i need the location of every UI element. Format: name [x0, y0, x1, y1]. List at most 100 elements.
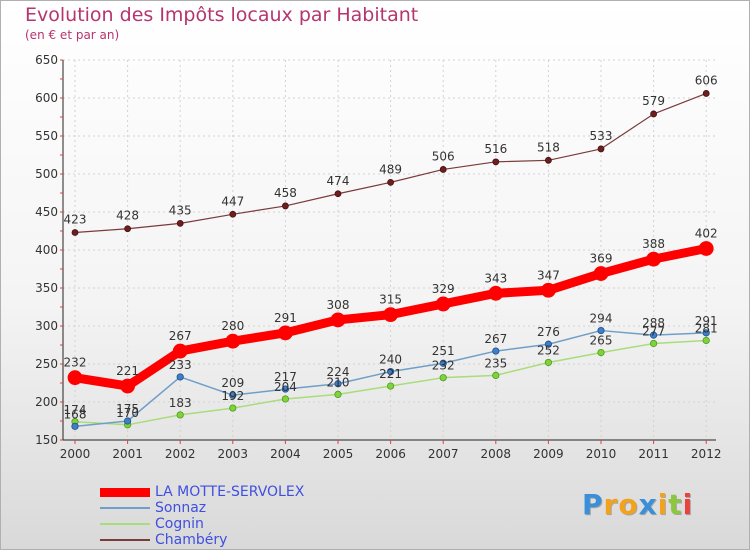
data-point-chamb-ry [702, 90, 710, 97]
data-point-sonnaz [334, 380, 342, 388]
data-point-la-motte-servolex [330, 312, 346, 328]
logo-letter: o [618, 488, 639, 521]
data-label-cognin: 183 [169, 396, 192, 410]
data-point-cognin [597, 348, 605, 357]
data-point-cognin [702, 336, 710, 345]
data-point-sonnaz [281, 385, 289, 393]
data-label-chamb-ry: 518 [537, 140, 560, 154]
data-point-chamb-ry [229, 210, 237, 218]
data-label-cognin: 210 [327, 375, 350, 389]
x-tick-label: 2012 [691, 447, 722, 461]
legend-label: Sonnaz [155, 500, 207, 516]
x-tick-label: 2002 [165, 447, 196, 461]
data-point-la-motte-servolex [120, 378, 135, 394]
data-label-chamb-ry: 447 [221, 194, 244, 208]
data-point-cognin [281, 395, 289, 403]
data-point-la-motte-servolex [593, 266, 609, 281]
data-label-chamb-ry: 579 [642, 94, 665, 108]
data-point-la-motte-servolex [225, 333, 241, 349]
data-label-chamb-ry: 606 [695, 73, 718, 87]
chart-title: Evolution des Impôts locaux par Habitant [25, 4, 419, 26]
x-tick-label: 2006 [375, 447, 406, 461]
x-tick-label: 2011 [638, 447, 669, 461]
data-label-la-motte-servolex: 369 [590, 252, 613, 266]
data-label-sonnaz: 294 [590, 312, 613, 326]
x-tick-label: 2003 [218, 447, 249, 461]
data-point-chamb-ry [545, 156, 552, 164]
data-label-la-motte-servolex: 308 [327, 298, 350, 312]
data-label-la-motte-servolex: 347 [537, 268, 560, 282]
logo-letter: t [668, 488, 683, 521]
legend-swatch [100, 539, 150, 541]
data-point-chamb-ry [387, 178, 395, 186]
logo-letter: r [603, 488, 619, 521]
y-tick-label: 450 [35, 205, 58, 219]
data-label-cognin: 174 [64, 403, 87, 417]
data-point-cognin [176, 411, 184, 419]
data-point-cognin [334, 390, 342, 398]
data-label-la-motte-servolex: 221 [116, 364, 139, 378]
data-point-cognin [439, 374, 447, 382]
data-label-la-motte-servolex: 329 [432, 282, 455, 296]
data-point-sonnaz [439, 359, 447, 367]
data-label-cognin: 277 [642, 324, 665, 338]
data-label-la-motte-servolex: 402 [695, 226, 718, 240]
data-point-chamb-ry [597, 145, 605, 153]
y-tick-label: 650 [35, 53, 58, 67]
data-point-chamb-ry [71, 229, 79, 236]
logo-letter: i [657, 488, 669, 521]
data-point-la-motte-servolex [172, 343, 188, 359]
data-point-cognin [492, 371, 500, 379]
data-point-la-motte-servolex [383, 307, 399, 323]
data-label-la-motte-servolex: 232 [64, 356, 87, 370]
data-point-sonnaz [71, 422, 79, 430]
x-tick-label: 2004 [270, 447, 301, 461]
logo-letter: P [582, 488, 604, 521]
data-label-cognin: 204 [274, 380, 297, 394]
data-label-sonnaz: 288 [642, 316, 665, 330]
legend-swatch [100, 523, 150, 525]
legend-label: Chambéry [155, 532, 228, 548]
data-label-cognin: 252 [537, 343, 560, 357]
data-point-cognin [649, 339, 658, 348]
data-label-sonnaz: 233 [169, 358, 192, 372]
data-label-la-motte-servolex: 267 [169, 329, 192, 343]
data-point-sonnaz [544, 340, 553, 348]
data-point-la-motte-servolex [277, 325, 293, 341]
data-label-sonnaz: 267 [484, 332, 507, 346]
data-label-cognin: 265 [590, 334, 613, 348]
data-point-chamb-ry [334, 190, 342, 198]
x-tick-label: 2000 [60, 447, 91, 461]
data-label-la-motte-servolex: 315 [379, 293, 402, 307]
data-point-la-motte-servolex [435, 296, 451, 312]
logo-letter: i [682, 488, 694, 521]
data-label-chamb-ry: 489 [379, 162, 402, 176]
data-point-chamb-ry [176, 219, 184, 227]
data-point-sonnaz [124, 417, 132, 425]
data-point-cognin [544, 358, 553, 367]
data-point-la-motte-servolex [67, 370, 83, 386]
data-label-cognin: 232 [432, 359, 455, 373]
data-point-chamb-ry [439, 166, 447, 173]
legend-item: Chambéry [100, 532, 360, 548]
x-tick-label: 2008 [481, 447, 512, 461]
data-point-chamb-ry [650, 110, 657, 118]
data-point-la-motte-servolex [488, 285, 504, 301]
legend-item: LA MOTTE-SERVOLEX [100, 484, 360, 500]
x-tick-label: 2009 [533, 447, 564, 461]
data-point-la-motte-servolex [541, 282, 556, 298]
data-label-chamb-ry: 506 [432, 149, 455, 163]
y-tick-label: 350 [35, 281, 58, 295]
legend-item: Cognin [100, 516, 360, 532]
data-label-chamb-ry: 423 [64, 213, 87, 227]
data-label-la-motte-servolex: 388 [642, 237, 665, 251]
data-label-sonnaz: 175 [116, 402, 139, 416]
chart-subtitle: (en € et par an) [25, 28, 120, 42]
data-label-sonnaz: 276 [537, 325, 560, 339]
legend-item: Sonnaz [100, 500, 360, 516]
data-label-sonnaz: 224 [327, 365, 350, 379]
data-point-cognin [386, 382, 395, 390]
data-label-cognin: 170 [116, 406, 139, 420]
